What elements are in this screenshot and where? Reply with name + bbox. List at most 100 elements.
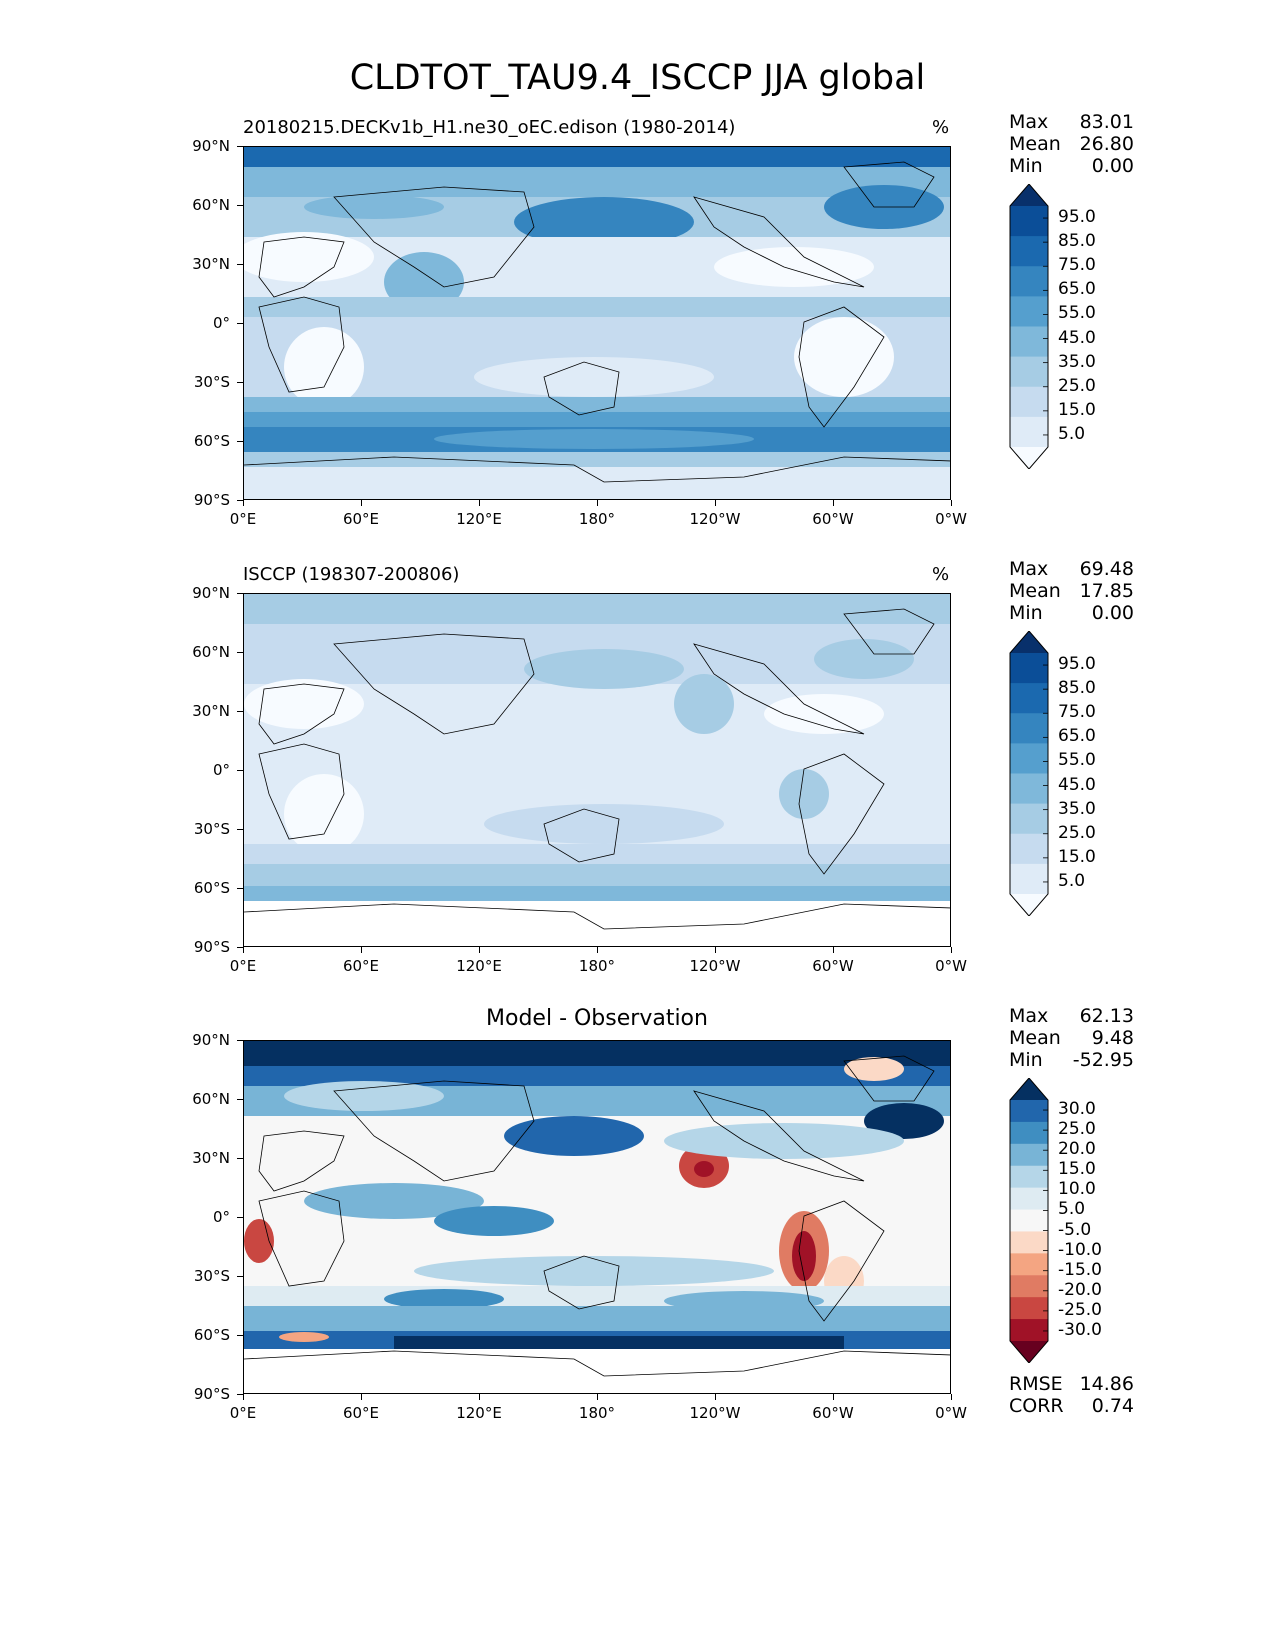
colorbar-segment xyxy=(1010,863,1048,895)
panel2-lat-label: 90°S xyxy=(193,938,230,956)
panel2-lon-label: 0°E xyxy=(229,957,257,975)
colorbar-extend-bottom xyxy=(1010,1341,1048,1363)
colorbar-label: 5.0 xyxy=(1058,1199,1086,1220)
lat-tick xyxy=(237,382,243,383)
colorbar-label: 20.0 xyxy=(1058,1139,1096,1160)
lon-tick xyxy=(833,947,834,953)
panel3-lon-label: 60°W xyxy=(812,1404,854,1422)
lat-tick xyxy=(237,711,243,712)
colorbar-label: 15.0 xyxy=(1058,1159,1096,1180)
colorbar-label: 45.0 xyxy=(1058,327,1096,348)
lon-tick xyxy=(597,500,598,506)
panel2-lon-label: 0°W xyxy=(935,957,967,975)
panel3-lat-label: 60°S xyxy=(193,1326,230,1344)
colorbar-extend-top xyxy=(1010,184,1048,206)
stat-label: Max xyxy=(1009,1005,1049,1027)
lon-tick xyxy=(715,1394,716,1400)
colorbar-segment xyxy=(1010,356,1048,388)
metric-corr: 0.74 xyxy=(1091,1395,1134,1417)
lon-tick xyxy=(479,500,480,506)
panel3-title: Model - Observation xyxy=(486,1006,708,1031)
panel3-lon-label: 180° xyxy=(578,1404,616,1422)
panel2-lon-label: 120°W xyxy=(689,957,741,975)
colorbar-label: 25.0 xyxy=(1058,375,1096,396)
panel1-lat-label: 60°N xyxy=(192,196,230,214)
colorbar-label: 75.0 xyxy=(1058,255,1096,276)
colorbar-segment xyxy=(1010,416,1048,448)
colorbar-segment xyxy=(1010,236,1048,267)
panel2-lon-label: 120°E xyxy=(456,957,502,975)
stat-max: 62.13 xyxy=(1079,1005,1134,1027)
colorbar-segment xyxy=(1010,1165,1048,1189)
stat-label: Mean xyxy=(1009,1027,1061,1049)
colorbar-label: 95.0 xyxy=(1058,654,1096,675)
figure-title: CLDTOT_TAU9.4_ISCCP JJA global xyxy=(349,58,926,98)
colorbar-segment xyxy=(1010,1319,1048,1342)
panel2-lat-label: 60°S xyxy=(193,879,230,897)
colorbar-label: 45.0 xyxy=(1058,774,1096,795)
colorbar-label: 5.0 xyxy=(1058,870,1086,891)
panel3-metrics: RMSE 14.86 CORR 0.74 xyxy=(1009,1373,1134,1417)
lon-tick xyxy=(361,1394,362,1400)
stat-min: 0.00 xyxy=(1091,602,1134,624)
panel1-title: 20180215.DECKv1b_H1.ne30_oEC.edison (198… xyxy=(243,117,736,138)
colorbar-label: 35.0 xyxy=(1058,798,1096,819)
lat-tick xyxy=(237,1099,243,1100)
metric-label: RMSE xyxy=(1009,1373,1063,1395)
colorbar-segment xyxy=(1010,713,1048,744)
panel2-units: % xyxy=(932,564,950,585)
panel1-lat-label: 90°N xyxy=(192,137,230,155)
colorbar-segment xyxy=(1010,833,1048,865)
stat-label: Max xyxy=(1009,111,1049,133)
stat-label: Mean xyxy=(1009,133,1061,155)
panel3-lon-label: 60°E xyxy=(342,1404,380,1422)
panel2-lon-label: 180° xyxy=(578,957,616,975)
colorbar-segment xyxy=(1010,1275,1048,1298)
colorbar-segment xyxy=(1010,1187,1048,1211)
panel3-lat-label: 30°S xyxy=(193,1267,230,1285)
panel1-lon-label: 180° xyxy=(578,510,616,528)
colorbar-label: -15.0 xyxy=(1058,1259,1102,1280)
colorbar-segment xyxy=(1010,803,1048,835)
panel2-lat-label: 0° xyxy=(212,761,230,779)
colorbar-label: 25.0 xyxy=(1058,822,1096,843)
colorbar-segment xyxy=(1010,206,1048,237)
panel2-colorbar xyxy=(1009,631,1049,916)
stat-mean: 17.85 xyxy=(1079,580,1134,602)
colorbar-segment xyxy=(1010,1209,1048,1232)
stat-label: Min xyxy=(1009,602,1043,624)
lat-tick xyxy=(237,500,243,501)
lon-tick xyxy=(715,500,716,506)
panel1-lat-label: 90°S xyxy=(193,491,230,509)
panel2-lon-label: 60°E xyxy=(342,957,380,975)
colorbar-label: 15.0 xyxy=(1058,846,1096,867)
colorbar-segment xyxy=(1010,743,1048,774)
panel3-lat-label: 90°S xyxy=(193,1385,230,1403)
panel1-lat-label: 30°S xyxy=(193,373,230,391)
colorbar-segment xyxy=(1010,1231,1048,1254)
colorbar-segment xyxy=(1010,773,1048,805)
panel3-map xyxy=(243,1040,951,1394)
panel1-map xyxy=(243,146,951,500)
lon-tick xyxy=(951,1394,952,1400)
colorbar-label: 65.0 xyxy=(1058,726,1096,747)
colorbar-segment xyxy=(1010,1143,1048,1167)
stat-mean: 26.80 xyxy=(1079,133,1134,155)
lon-tick xyxy=(715,947,716,953)
lat-tick xyxy=(237,888,243,889)
colorbar-segment xyxy=(1010,683,1048,714)
panel3-lon-label: 0°E xyxy=(229,1404,257,1422)
panel3-lon-label: 0°W xyxy=(935,1404,967,1422)
panel1-stats: Max 83.01 Mean 26.80 Min 0.00 xyxy=(1009,111,1134,177)
lat-tick xyxy=(237,652,243,653)
stat-min: 0.00 xyxy=(1091,155,1134,177)
colorbar-label: 55.0 xyxy=(1058,303,1096,324)
colorbar-segment xyxy=(1010,326,1048,358)
colorbar-outline xyxy=(1009,631,1049,916)
colorbar-segment xyxy=(1010,266,1048,297)
lon-tick xyxy=(243,947,244,953)
colorbar-label: 75.0 xyxy=(1058,702,1096,723)
colorbar-segment xyxy=(1010,296,1048,327)
colorbar-label: 55.0 xyxy=(1058,750,1096,771)
colorbar-segment xyxy=(1010,1297,1048,1320)
